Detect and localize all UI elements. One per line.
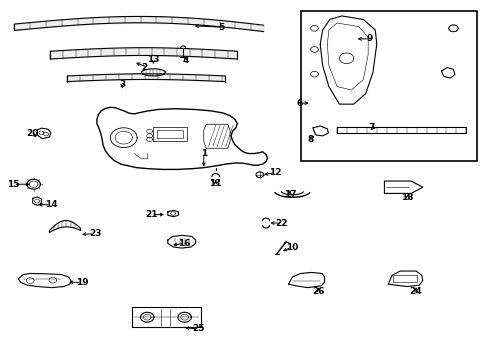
Text: 21: 21 [144, 210, 157, 219]
Text: 12: 12 [268, 168, 281, 177]
Text: 15: 15 [7, 180, 19, 189]
Text: 19: 19 [76, 278, 88, 287]
Text: 1: 1 [200, 149, 206, 158]
Text: 20: 20 [26, 129, 39, 138]
Text: 2: 2 [141, 63, 147, 72]
Text: 13: 13 [147, 55, 160, 64]
Text: 14: 14 [44, 200, 57, 209]
Text: 8: 8 [306, 135, 313, 144]
Text: 6: 6 [296, 99, 303, 108]
Text: 16: 16 [178, 239, 190, 248]
Text: 5: 5 [218, 23, 224, 32]
Text: 10: 10 [285, 243, 298, 252]
Text: 4: 4 [183, 55, 189, 64]
Text: 18: 18 [400, 193, 413, 202]
Text: 26: 26 [312, 287, 325, 296]
Bar [301, 11, 476, 161]
Text: 23: 23 [89, 229, 101, 238]
Text: 7: 7 [367, 123, 374, 132]
Text: 25: 25 [191, 324, 204, 333]
Text: 24: 24 [409, 287, 422, 296]
Text: 9: 9 [366, 34, 372, 43]
Text: 22: 22 [275, 219, 287, 228]
Text: 3: 3 [119, 80, 125, 89]
Text: 17: 17 [283, 190, 296, 199]
Text: 11: 11 [209, 179, 222, 188]
